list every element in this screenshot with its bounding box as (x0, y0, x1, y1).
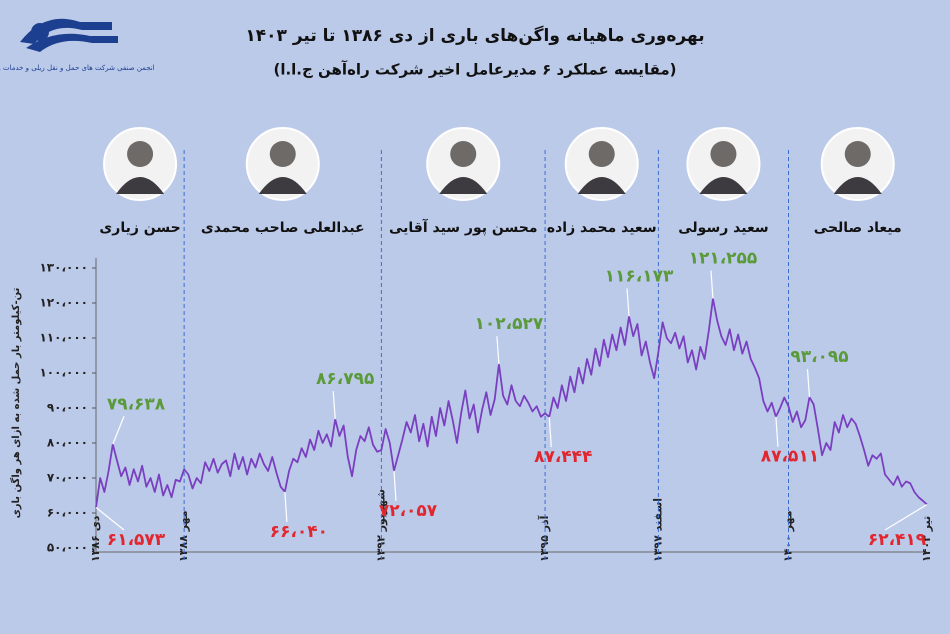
annotation-leader (496, 336, 500, 365)
annotation: ۹۳،۰۹۵ (790, 347, 848, 367)
manager-photo-body (699, 177, 748, 194)
y-tick-label: ۷۰،۰۰۰ (47, 471, 88, 485)
annotation-leader (284, 491, 288, 522)
manager-name: میعاد صالحی (814, 220, 902, 236)
annotation: ۸۷،۴۴۴ (534, 447, 592, 467)
annotation-leader (95, 507, 125, 531)
annotation-leader (332, 391, 336, 420)
y-tick-label: ۱۲۰،۰۰۰ (39, 296, 88, 310)
y-tick-label: ۶۰،۰۰۰ (47, 506, 88, 520)
x-tick-label: دی ۱۳۸۶ (89, 515, 102, 562)
x-tick-label: تیر ۱۴۰۳ (920, 516, 933, 562)
annotation: ۱۱۶،۱۷۳ (605, 266, 674, 286)
annotation: ۱۰۲،۵۲۷ (475, 314, 544, 334)
y-tick-label: ۹۰،۰۰۰ (47, 401, 88, 415)
data-line (95, 297, 928, 508)
logo (20, 18, 118, 52)
annotation-leader (806, 369, 811, 398)
manager-photo-head (710, 141, 737, 167)
annotation: ۸۶،۷۹۵ (316, 369, 374, 389)
x-tick-label: شهریور ۱۳۹۲ (374, 489, 387, 562)
annotation-leader (884, 504, 928, 531)
manager-photo-body (439, 177, 488, 194)
annotation-leader (626, 288, 630, 317)
y-tick-label: ۸۰،۰۰۰ (47, 436, 88, 450)
chart-subtitle: (مقایسه عملکرد ۶ مدیرعامل اخیر شرکت راه‌… (273, 61, 676, 79)
annotation: ۶۶،۰۴۰ (270, 522, 328, 542)
y-axis-label: تن-کیلومتر بار حمل شده به ازای هر واگن ب… (9, 287, 22, 518)
manager-name: حسن زیاری (99, 220, 180, 236)
manager-photo-body (116, 177, 165, 194)
manager-photo-head (269, 141, 296, 167)
annotation-leader (710, 270, 714, 299)
manager-photo-body (833, 177, 882, 194)
manager-photo-head (127, 141, 154, 167)
manager-name: محسن پور سید آقایی (389, 218, 538, 236)
annotation: ۷۲،۰۵۷ (379, 501, 438, 521)
annotation-leader (393, 470, 397, 501)
y-tick-label: ۱۰۰،۰۰۰ (39, 366, 88, 380)
annotation: ۷۹،۶۳۸ (107, 394, 166, 414)
manager-photo-body (258, 177, 307, 194)
manager-name: سعید رسولی (678, 220, 768, 236)
manager-photo-head (450, 141, 477, 167)
annotation-leader (112, 416, 125, 445)
logo-text: انجمن صنفی شرکت های حمل و نقل ریلی و خدم… (0, 64, 155, 72)
y-tick-label: ۱۱۰،۰۰۰ (39, 331, 88, 345)
y-tick-label: ۱۳۰،۰۰۰ (39, 261, 88, 275)
chart-title: بهره‌وری ماهیانه واگن‌های باری از دی ۱۳۸… (245, 25, 704, 46)
annotation: ۶۲،۴۱۹ (868, 530, 927, 550)
manager-name: عبدالعلی صاحب محمدی (201, 220, 365, 236)
logo-mark (26, 33, 118, 52)
annotation: ۱۲۱،۲۵۵ (689, 249, 758, 269)
manager-photo-head (588, 141, 615, 167)
annotation: ۶۱،۵۷۳ (107, 530, 166, 550)
logo-mark (31, 23, 49, 41)
y-tick-label: ۵۰،۰۰۰ (47, 541, 88, 555)
manager-name: سعید محمد زاده (547, 220, 657, 236)
manager-photo-head (844, 141, 871, 167)
x-tick-label: آذر ۱۳۹۵ (537, 515, 551, 562)
annotation-leader (775, 416, 779, 447)
manager-photo-body (577, 177, 626, 194)
annotation: ۸۷،۵۱۱ (761, 447, 819, 467)
annotation-leader (548, 416, 552, 447)
